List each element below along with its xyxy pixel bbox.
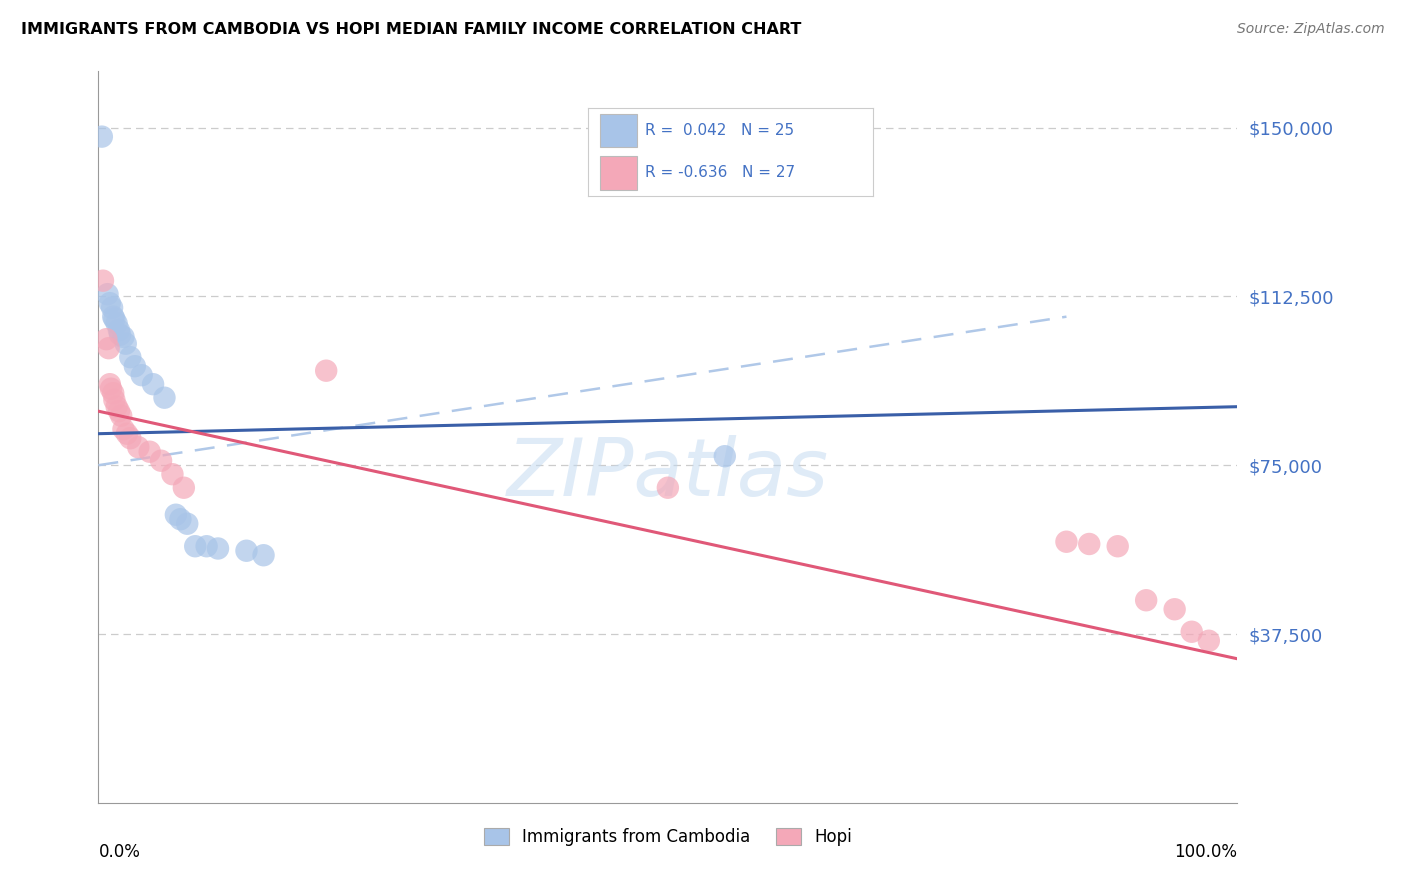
Point [108, 323, 131, 337]
Point [96, 287, 118, 301]
Point [1107, 539, 1129, 553]
Point [176, 516, 198, 531]
Point [1054, 534, 1078, 549]
Point [127, 440, 149, 454]
Point [98, 296, 121, 310]
Point [657, 481, 679, 495]
Point [103, 312, 125, 326]
Text: Source: ZipAtlas.com: Source: ZipAtlas.com [1237, 22, 1385, 37]
Point [1198, 633, 1220, 648]
Point [252, 548, 274, 562]
Point [112, 422, 135, 436]
Point [235, 543, 257, 558]
Point [108, 327, 131, 342]
Point [195, 539, 218, 553]
Point [162, 467, 184, 482]
Text: IMMIGRANTS FROM CAMBODIA VS HOPI MEDIAN FAMILY INCOME CORRELATION CHART: IMMIGRANTS FROM CAMBODIA VS HOPI MEDIAN … [21, 22, 801, 37]
Point [207, 541, 229, 556]
Point [1135, 593, 1157, 607]
Point [120, 431, 142, 445]
Point [1163, 602, 1185, 616]
Point [103, 392, 125, 407]
Point [101, 301, 124, 315]
Point [105, 400, 128, 414]
Point [1181, 624, 1204, 639]
Point [90, 129, 112, 144]
Point [184, 539, 207, 553]
Point [112, 330, 135, 344]
Point [100, 382, 122, 396]
Point [98, 377, 121, 392]
Legend: Immigrants from Cambodia, Hopi: Immigrants from Cambodia, Hopi [478, 822, 858, 853]
Point [165, 508, 187, 522]
Point [131, 368, 153, 383]
Point [714, 449, 737, 463]
Point [315, 364, 337, 378]
Point [153, 391, 176, 405]
Point [115, 426, 138, 441]
Text: ZIPatlas: ZIPatlas [506, 434, 830, 513]
Point [120, 350, 142, 364]
Point [173, 481, 195, 495]
Point [124, 359, 146, 374]
Point [105, 317, 128, 331]
Point [103, 310, 125, 324]
Point [110, 409, 132, 423]
Point [169, 512, 191, 526]
Point [1078, 537, 1101, 551]
Point [114, 336, 136, 351]
Point [142, 377, 165, 392]
Text: 0.0%: 0.0% [98, 843, 141, 861]
Point [150, 453, 173, 467]
Point [103, 386, 125, 401]
Text: 100.0%: 100.0% [1174, 843, 1237, 861]
Point [138, 444, 160, 458]
Point [108, 404, 131, 418]
Point [97, 341, 120, 355]
Point [91, 274, 114, 288]
Point [96, 332, 118, 346]
